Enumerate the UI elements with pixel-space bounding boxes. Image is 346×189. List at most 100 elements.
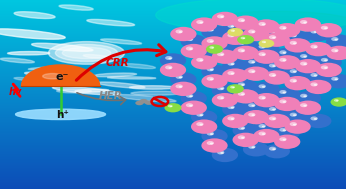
Circle shape xyxy=(201,74,228,88)
Circle shape xyxy=(238,48,245,52)
Circle shape xyxy=(253,121,280,136)
Ellipse shape xyxy=(75,89,109,92)
Circle shape xyxy=(258,45,266,49)
Circle shape xyxy=(314,84,317,86)
Circle shape xyxy=(262,125,265,127)
Circle shape xyxy=(283,139,286,141)
Circle shape xyxy=(209,46,214,49)
Circle shape xyxy=(264,61,290,75)
Circle shape xyxy=(274,97,300,111)
Ellipse shape xyxy=(52,86,121,95)
Circle shape xyxy=(284,76,311,90)
Circle shape xyxy=(316,55,342,70)
Circle shape xyxy=(331,77,338,81)
Circle shape xyxy=(196,48,203,52)
Circle shape xyxy=(186,103,193,107)
Circle shape xyxy=(252,31,255,33)
Circle shape xyxy=(305,42,331,56)
Circle shape xyxy=(233,123,259,138)
Circle shape xyxy=(160,53,186,68)
Circle shape xyxy=(295,59,321,73)
Circle shape xyxy=(170,27,197,41)
Circle shape xyxy=(262,97,265,99)
Circle shape xyxy=(227,62,235,66)
Circle shape xyxy=(212,40,238,54)
Circle shape xyxy=(253,19,280,34)
Circle shape xyxy=(274,48,300,62)
Circle shape xyxy=(290,69,297,73)
Circle shape xyxy=(284,67,311,81)
Circle shape xyxy=(217,96,224,100)
Circle shape xyxy=(274,87,300,102)
Circle shape xyxy=(252,71,255,73)
Circle shape xyxy=(264,33,290,47)
Circle shape xyxy=(222,114,248,128)
Circle shape xyxy=(303,95,307,97)
Circle shape xyxy=(207,39,214,43)
Circle shape xyxy=(321,26,328,30)
Circle shape xyxy=(217,150,224,154)
Ellipse shape xyxy=(199,11,346,34)
Ellipse shape xyxy=(8,52,49,55)
Circle shape xyxy=(230,86,235,88)
Ellipse shape xyxy=(43,74,63,79)
Circle shape xyxy=(272,74,276,76)
Circle shape xyxy=(241,93,245,95)
Circle shape xyxy=(293,114,297,116)
Circle shape xyxy=(272,31,276,33)
Circle shape xyxy=(210,40,213,42)
Circle shape xyxy=(243,57,269,71)
Circle shape xyxy=(253,82,280,96)
Circle shape xyxy=(314,46,317,48)
Circle shape xyxy=(293,35,297,37)
Circle shape xyxy=(196,113,203,117)
Circle shape xyxy=(179,86,182,88)
Circle shape xyxy=(227,116,235,120)
Circle shape xyxy=(248,60,255,64)
Circle shape xyxy=(290,41,297,45)
Circle shape xyxy=(233,46,259,60)
Circle shape xyxy=(210,69,213,71)
Circle shape xyxy=(253,50,280,64)
Circle shape xyxy=(241,42,245,44)
Circle shape xyxy=(238,41,245,45)
Circle shape xyxy=(196,122,203,126)
Circle shape xyxy=(220,16,224,18)
Circle shape xyxy=(316,23,342,37)
Circle shape xyxy=(293,124,297,125)
Circle shape xyxy=(243,142,269,156)
Circle shape xyxy=(227,71,235,75)
Circle shape xyxy=(206,44,223,54)
Ellipse shape xyxy=(101,39,142,44)
Circle shape xyxy=(217,43,224,47)
Circle shape xyxy=(295,101,321,115)
Circle shape xyxy=(279,99,286,103)
Circle shape xyxy=(175,75,183,79)
Ellipse shape xyxy=(107,77,156,79)
Circle shape xyxy=(165,65,172,69)
Circle shape xyxy=(241,137,245,139)
Circle shape xyxy=(252,27,255,29)
Circle shape xyxy=(233,38,259,53)
Circle shape xyxy=(231,107,234,108)
Circle shape xyxy=(191,46,217,60)
Circle shape xyxy=(189,95,193,97)
Ellipse shape xyxy=(14,77,41,81)
Ellipse shape xyxy=(129,86,176,89)
Circle shape xyxy=(200,114,203,116)
Circle shape xyxy=(269,29,276,33)
Circle shape xyxy=(170,72,197,87)
Circle shape xyxy=(191,55,217,70)
Text: h⁺: h⁺ xyxy=(56,110,69,120)
Circle shape xyxy=(305,27,331,41)
Circle shape xyxy=(324,67,328,69)
Circle shape xyxy=(220,97,224,99)
Circle shape xyxy=(252,114,255,116)
Ellipse shape xyxy=(55,44,118,61)
Circle shape xyxy=(269,147,276,151)
Ellipse shape xyxy=(59,5,93,10)
Circle shape xyxy=(191,119,217,134)
Circle shape xyxy=(210,133,213,135)
Circle shape xyxy=(248,145,255,149)
Circle shape xyxy=(201,129,228,143)
